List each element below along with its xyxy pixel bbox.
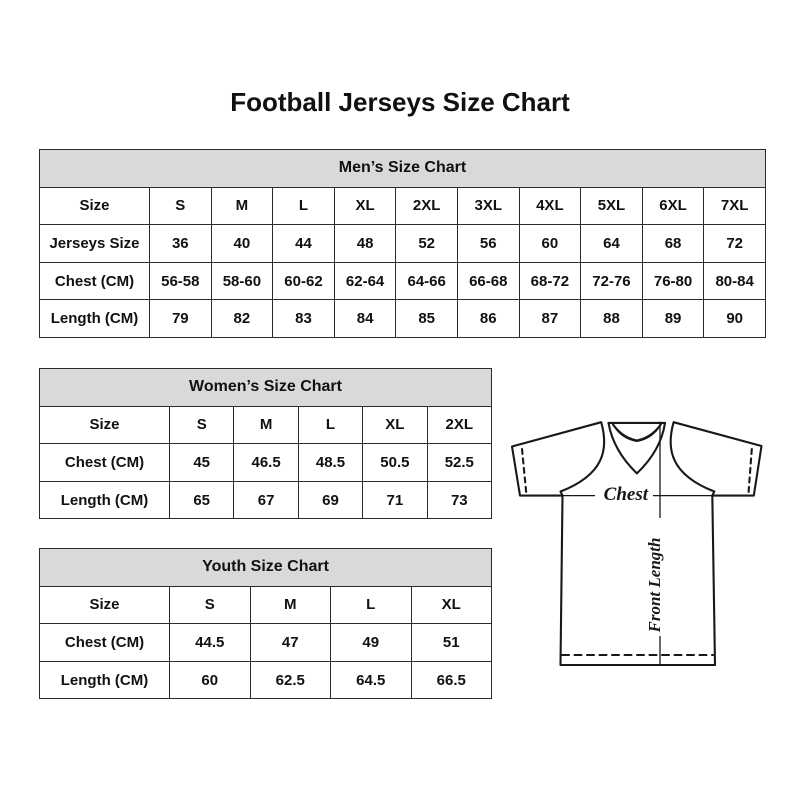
svg-text:Chest: Chest [604, 484, 649, 505]
svg-text:Front Length: Front Length [645, 538, 664, 634]
